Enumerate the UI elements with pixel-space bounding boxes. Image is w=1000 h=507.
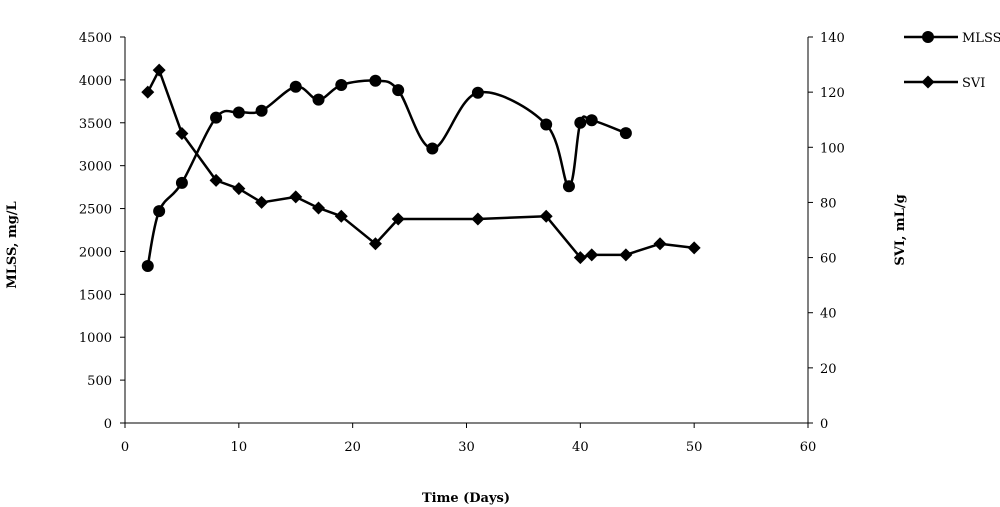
y-left-tick-label: 1500 <box>79 288 112 303</box>
x-tick-label: 20 <box>344 440 361 455</box>
mlss-point <box>426 142 439 155</box>
series-mlss-line <box>146 79 627 267</box>
x-tick-label: 30 <box>458 440 475 455</box>
y-right-tick-label: 120 <box>820 86 845 101</box>
svi-point <box>289 190 303 204</box>
mlss-point <box>153 205 166 218</box>
y-right-tick-label: 100 <box>820 141 845 156</box>
svi-point <box>152 63 166 77</box>
svi-point <box>232 182 246 196</box>
y-left-tick-label: 500 <box>87 374 112 389</box>
svi-point <box>209 173 223 187</box>
mlss-point <box>210 111 223 124</box>
y-left-tick-label: 3000 <box>79 160 112 175</box>
y-right-tick-label: 0 <box>820 417 828 432</box>
mlss-point <box>141 260 154 273</box>
legend-mlss-label: MLSS <box>962 31 1000 46</box>
mlss-point <box>369 74 382 87</box>
y-left-tick-label: 0 <box>104 417 112 432</box>
mlss-point <box>392 84 405 97</box>
series-svi-line <box>146 68 695 259</box>
svi-point <box>471 212 485 226</box>
y-left-tick-label: 1000 <box>79 331 112 346</box>
svi-point <box>619 248 633 262</box>
mlss-point <box>312 93 325 106</box>
axes: 0 10 20 30 40 50 60050010001500200025003000350… <box>79 31 845 455</box>
legend-svi-label: SVI <box>962 76 985 91</box>
y-right-tick-label: 40 <box>820 307 837 322</box>
x-axis-title: Time (Days) <box>422 491 510 506</box>
svi-point <box>312 201 326 215</box>
x-tick-label: 0 <box>121 440 129 455</box>
y-left-tick-label: 4000 <box>79 74 112 89</box>
y-left-tick-label: 4500 <box>79 31 112 46</box>
mlss-point <box>232 106 245 119</box>
mlss-point <box>540 118 553 131</box>
mlss-point <box>335 79 348 92</box>
y-axis-right-title: SVI, mL/g <box>893 194 908 265</box>
mlss-point <box>562 180 575 193</box>
legend: MLSS SVI <box>904 31 1000 91</box>
y-left-tick-label: 2500 <box>79 203 112 218</box>
y-right-tick-label: 60 <box>820 252 837 267</box>
svi-point <box>585 248 599 262</box>
x-tick-label: 40 <box>572 440 589 455</box>
mlss-point <box>471 86 484 99</box>
x-tick-label: 10 <box>231 440 248 455</box>
mlss-point <box>289 80 302 93</box>
x-tick-label: 60 <box>800 440 817 455</box>
y-axis-left-title: MLSS, mg/L <box>5 201 20 288</box>
series-layer <box>141 63 701 273</box>
y-right-tick-label: 20 <box>820 362 837 377</box>
legend-svi-marker <box>921 75 935 89</box>
svi-point <box>141 85 155 99</box>
mlss-point <box>255 104 268 117</box>
y-left-tick-label: 3500 <box>79 117 112 132</box>
svi-point <box>391 212 405 226</box>
y-right-tick-label: 80 <box>820 196 837 211</box>
mlss-point <box>619 127 632 140</box>
mlss-point <box>585 114 598 127</box>
svi-point <box>653 237 667 251</box>
y-right-tick-label: 140 <box>820 31 845 46</box>
y-left-tick-label: 2000 <box>79 245 112 260</box>
svi-point <box>175 127 189 140</box>
svi-point <box>368 237 382 251</box>
svi-point <box>334 209 348 223</box>
svi-point <box>573 251 587 265</box>
mlss-point <box>175 176 188 189</box>
svi-point <box>539 209 553 223</box>
x-tick-label: 50 <box>686 440 703 455</box>
legend-mlss-marker <box>922 31 934 43</box>
mlss-point <box>574 116 587 129</box>
svi-point <box>687 241 701 255</box>
svi-point <box>255 195 269 209</box>
